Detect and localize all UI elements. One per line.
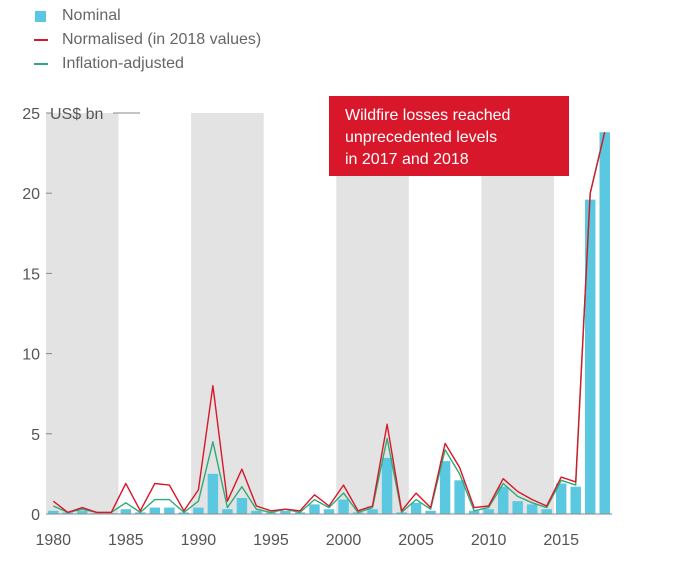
y-tick-label-5: 5 <box>31 427 40 444</box>
axes <box>46 112 612 515</box>
y-unit-label: US$ bn <box>50 106 103 123</box>
legend-item-inflation: Inflation-adjusted <box>34 52 261 76</box>
bar-nominal-2000 <box>338 499 349 514</box>
bar-nominal-1996 <box>280 510 291 514</box>
bar-nominal-1999 <box>323 509 335 514</box>
bar-nominal-2003 <box>381 457 393 514</box>
bar-nominal-1987 <box>149 507 161 514</box>
line-inflation-adjusted <box>53 132 606 514</box>
bar-nominal-2017 <box>585 199 596 514</box>
legend-swatch-normalised <box>34 39 48 41</box>
legend-swatch-inflation <box>34 63 48 65</box>
bar-nominal-2018 <box>599 132 610 515</box>
bar-nominal-1989 <box>178 512 190 514</box>
x-tick-label-2015: 2015 <box>543 532 579 549</box>
bar-nominal-1997 <box>294 512 306 514</box>
bar-nominal-1995 <box>265 512 277 514</box>
y-tick-label-15: 15 <box>22 266 40 283</box>
bar-nominal-1986 <box>135 512 146 514</box>
bar-nominal-2007 <box>439 461 451 514</box>
bar-nominal-1998 <box>309 504 320 514</box>
callout-line-1: Wildfire losses reached <box>345 107 511 124</box>
x-tick-label-2010: 2010 <box>471 532 507 549</box>
x-tick-label-1995: 1995 <box>253 532 289 549</box>
x-tick-label-1990: 1990 <box>181 532 217 549</box>
loss-lines <box>52 132 606 514</box>
bar-nominal-2001 <box>352 512 364 514</box>
shaded-band-4 <box>481 113 554 514</box>
bar-nominal-1994 <box>251 510 262 514</box>
shaded-decade-bands <box>46 113 554 514</box>
bar-nominal-2009 <box>468 510 480 514</box>
legend-swatch-nominal <box>35 10 46 22</box>
bar-nominal-1991 <box>207 473 219 514</box>
x-tick-label-2000: 2000 <box>326 532 362 549</box>
bar-nominal-1981 <box>62 512 73 514</box>
legend-label-inflation: Inflation-adjusted <box>62 55 184 72</box>
y-tick-label-0: 0 <box>31 507 40 524</box>
y-tick-label-25: 25 <box>22 106 40 123</box>
bar-nominal-2016 <box>570 486 581 514</box>
shaded-band-1 <box>46 113 119 514</box>
bar-nominal-1992 <box>222 509 233 514</box>
bar-nominal-1982 <box>77 510 88 514</box>
y-tick-label-10: 10 <box>22 347 40 364</box>
bar-nominal-2011 <box>497 486 509 514</box>
legend: Nominal Normalised (in 2018 values) Infl… <box>34 4 261 76</box>
callout-line-2: unprecedented levels <box>345 129 498 146</box>
bar-nominal-2005 <box>410 502 422 514</box>
bar-nominal-2010 <box>483 509 494 514</box>
x-tick-label-2005: 2005 <box>398 532 434 549</box>
line-normalised <box>52 132 606 514</box>
annotation-callout: Wildfire losses reached unprecedented le… <box>329 96 569 176</box>
bar-nominal-1990 <box>193 507 204 514</box>
legend-item-nominal: Nominal <box>34 4 261 28</box>
bar-nominal-2012 <box>512 501 523 514</box>
bar-nominal-1993 <box>236 497 248 514</box>
bar-nominal-2006 <box>425 510 436 514</box>
x-tick-label-1980: 1980 <box>35 532 71 549</box>
shaded-band-2 <box>191 113 264 514</box>
bar-nominal-2015 <box>555 483 567 514</box>
bar-nominal-1988 <box>164 507 175 514</box>
bar-nominal-2014 <box>541 509 552 514</box>
nominal-bars <box>48 132 610 515</box>
bar-nominal-1985 <box>120 509 132 514</box>
bar-nominal-2013 <box>526 504 538 514</box>
legend-item-normalised: Normalised (in 2018 values) <box>34 28 261 52</box>
bar-nominal-2004 <box>396 512 407 514</box>
legend-label-normalised: Normalised (in 2018 values) <box>62 31 262 48</box>
y-tick-label-20: 20 <box>22 186 40 203</box>
bar-nominal-1980 <box>48 510 59 514</box>
legend-label-nominal: Nominal <box>62 7 121 24</box>
callout-line-3: in 2017 and 2018 <box>345 151 469 168</box>
shaded-band-3 <box>336 113 409 514</box>
x-tick-label-1985: 1985 <box>108 532 144 549</box>
tick-labels: 0 5 10 15 20 25 US$ bn 1980 1985 1990 1995 2000 2005… <box>22 106 579 549</box>
bar-nominal-2008 <box>454 480 465 514</box>
bar-nominal-2002 <box>367 509 378 514</box>
